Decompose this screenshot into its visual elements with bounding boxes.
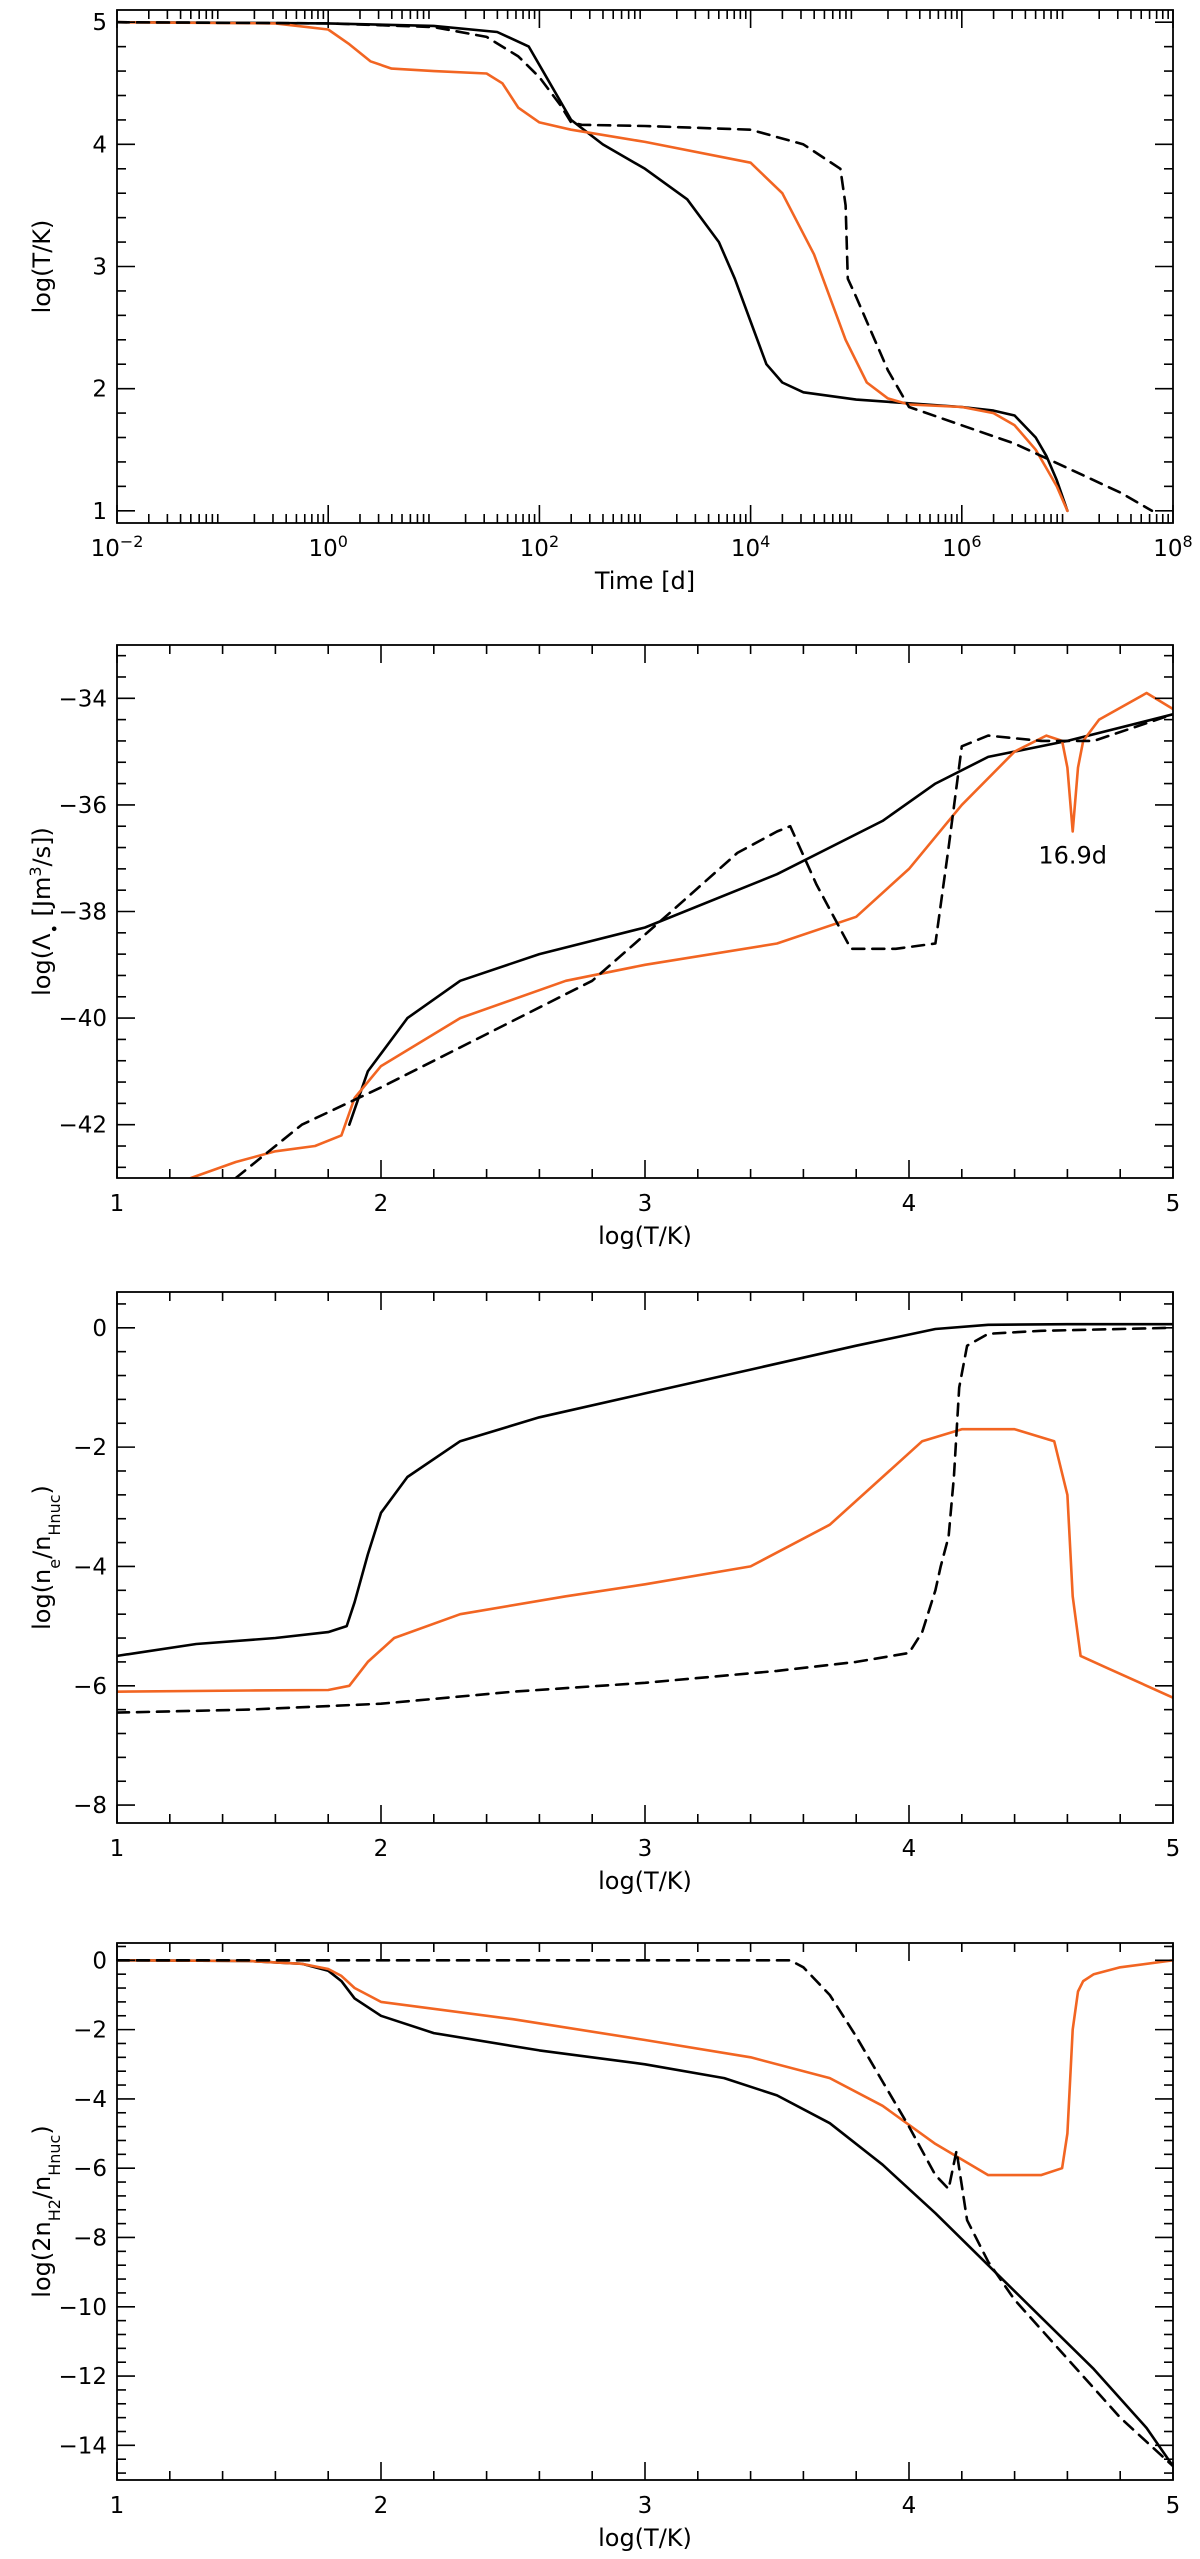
y-tick-label: 0: [92, 1948, 107, 1974]
y-axis-title: log(2nH2/nHnuc): [28, 2125, 64, 2297]
x-tick-label: 2: [374, 1836, 389, 1862]
x-tick-label: 108: [1153, 532, 1192, 563]
chart-panel-1: 10−2 100 102 104 106 108 1 2 3 4 5 Time [d] log(T/K): [28, 9, 1193, 595]
y-tick-label: −6: [73, 1674, 107, 1700]
series-orange: [189, 691, 1173, 1178]
series-solid-black: [117, 20, 1069, 513]
y-tick-label: −14: [58, 2433, 107, 2459]
x-tick-label: 10−2: [91, 532, 144, 563]
chart-panel-4: 1 2 3 4 5 −14 −12 −10 −8 −6 −4 −2 0 log(T/K) log(2nH2/…: [28, 1942, 1181, 2552]
plot-frame: [116, 9, 1174, 524]
x-tick-label: 4: [902, 1191, 917, 1217]
x-tick-label: 2: [374, 2493, 389, 2519]
x-tick-label: 100: [308, 532, 347, 563]
x-tick-label: 5: [1166, 1836, 1181, 1862]
y-tick-label: 0: [92, 1316, 107, 1342]
x-tick-label: 5: [1166, 2493, 1181, 2519]
x-tick-label: 1: [110, 1191, 125, 1217]
x-tick-label: 3: [638, 2493, 653, 2519]
y-tick-label: −2: [73, 2018, 107, 2044]
x-axis-title: log(T/K): [598, 2524, 692, 2552]
x-tick-label: 3: [638, 1836, 653, 1862]
y-axis-title: log(ne/nHnuc): [28, 1485, 64, 1630]
y-axis-title: log(Λ• [Jm3/s]): [26, 827, 64, 996]
y-tick-label: −40: [58, 1006, 107, 1032]
x-tick-label: 3: [638, 1191, 653, 1217]
y-tick-label: 4: [92, 132, 107, 158]
y-tick-label: 5: [92, 10, 107, 36]
plot-frame: [116, 644, 1174, 1179]
series-dashed-black: [234, 713, 1173, 1178]
series-dashed-black: [117, 1326, 1173, 1714]
plot-frame: [116, 1942, 1174, 2481]
x-tick-label: 2: [374, 1191, 389, 1217]
y-tick-label: −38: [58, 900, 107, 926]
x-tick-label: 106: [942, 532, 981, 563]
series-orange: [117, 1427, 1173, 1699]
x-axis-title: Time [d]: [594, 567, 695, 595]
y-tick-label: 1: [92, 499, 107, 525]
y-tick-label: 3: [92, 255, 107, 281]
y-axis-title: log(T/K): [28, 220, 56, 314]
y-tick-label: −6: [73, 2156, 107, 2182]
y-tick-label: −36: [58, 793, 107, 819]
x-tick-label: 104: [731, 532, 770, 563]
y-tick-label: −4: [73, 2087, 107, 2113]
x-tick-label: 1: [110, 1836, 125, 1862]
y-tick-label: −8: [73, 2225, 107, 2251]
y-tick-label: −2: [73, 1435, 107, 1461]
y-tick-label: −34: [58, 686, 107, 712]
y-tick-label: −42: [58, 1113, 107, 1139]
x-tick-label: 5: [1166, 1191, 1181, 1217]
chart-panel-2: 1 2 3 4 5 −42 −40 −38 −36 −34 log(T/K) log(Λ• [Jm3/…: [26, 644, 1181, 1250]
series-solid-black: [117, 1322, 1173, 1658]
series-solid-black: [117, 1959, 1173, 2468]
x-axis-title: log(T/K): [598, 1222, 692, 1250]
series-orange: [117, 1959, 1173, 2177]
series-solid-black: [348, 713, 1173, 1126]
series-dashed-black: [117, 20, 1154, 513]
y-tick-label: −12: [58, 2364, 107, 2390]
chart-panel-3: 1 2 3 4 5 −8 −6 −4 −2 0 log(T/K) log(ne/nHnuc): [28, 1291, 1181, 1895]
annotation-label: 16.9d: [1038, 842, 1107, 870]
series-orange: [117, 20, 1069, 513]
x-tick-label: 102: [520, 532, 559, 563]
series-dashed-black: [117, 1959, 1173, 2468]
x-tick-label: 4: [902, 1836, 917, 1862]
x-axis-title: log(T/K): [598, 1867, 692, 1895]
y-tick-label: −8: [73, 1793, 107, 1819]
x-tick-label: 1: [110, 2493, 125, 2519]
plot-frame: [116, 1291, 1174, 1824]
y-tick-label: −4: [73, 1554, 107, 1580]
x-tick-label: 4: [902, 2493, 917, 2519]
y-tick-label: −10: [58, 2295, 107, 2321]
y-tick-label: 2: [92, 377, 107, 403]
